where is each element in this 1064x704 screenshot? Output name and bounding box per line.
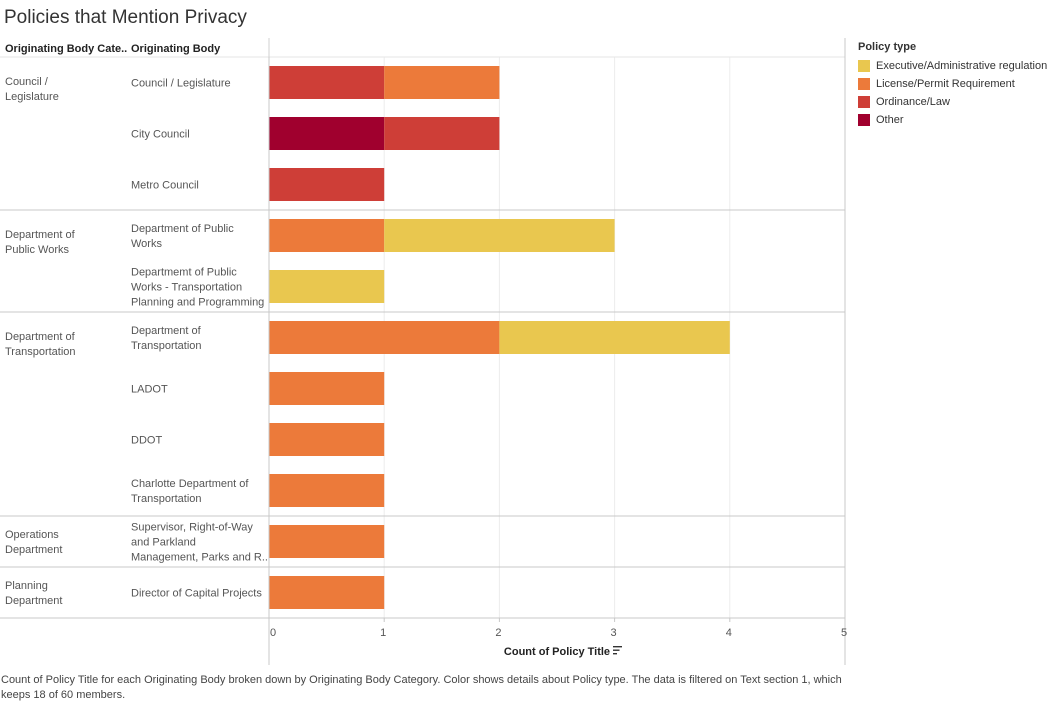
legend-swatch: [858, 60, 870, 72]
body-label-line: Transportation: [131, 493, 202, 505]
legend-swatch: [858, 78, 870, 90]
legend-item[interactable]: Other: [858, 111, 1047, 129]
body-label-line: Departmemt of Public: [131, 267, 237, 279]
legend-label: License/Permit Requirement: [876, 78, 1015, 90]
row-labels: Council / Legislature Council / Legislatur…: [5, 76, 268, 607]
x-axis-title: Count of Policy Title: [504, 646, 610, 658]
bar-segment[interactable]: [269, 372, 385, 405]
legend-swatch: [858, 114, 870, 126]
x-axis: 0 1 2 3 4 5: [268, 38, 847, 665]
legend: Policy type Executive/Administrative reg…: [858, 41, 1047, 129]
body-label[interactable]: DDOT: [131, 435, 162, 447]
bar-segment[interactable]: [269, 270, 385, 303]
body-label-line: Director of Capital Projects: [131, 588, 262, 600]
bar-segment[interactable]: [269, 168, 385, 201]
body-label-line: Supervisor, Right-of-Way: [131, 522, 253, 534]
category-label[interactable]: Department of Transportation: [5, 331, 76, 358]
body-label-line: Works: [131, 238, 162, 250]
x-tick-label: 5: [841, 627, 847, 639]
body-label-line: Department of: [131, 325, 202, 337]
category-column-header[interactable]: Originating Body Cate..: [5, 43, 127, 55]
bar-segment[interactable]: [384, 66, 500, 99]
bar-segment[interactable]: [269, 525, 385, 558]
body-label-line: Planning and Programming: [131, 297, 264, 309]
body-label-line: Transportation: [131, 340, 202, 352]
category-label[interactable]: Planning Department: [5, 580, 62, 607]
x-tick-label: 0: [270, 627, 276, 639]
body-column-header[interactable]: Originating Body: [131, 43, 221, 55]
bars: [269, 66, 730, 609]
row-dividers: [0, 38, 845, 619]
body-label[interactable]: Council / Legislature: [131, 78, 231, 90]
bar-segment[interactable]: [384, 117, 500, 150]
body-label[interactable]: Department of Public Works: [131, 223, 234, 250]
x-tick-label: 4: [726, 627, 732, 639]
legend-item[interactable]: Ordinance/Law: [858, 93, 1047, 111]
bar-segment[interactable]: [269, 576, 385, 609]
bar-segment[interactable]: [269, 423, 385, 456]
x-tick-label: 3: [611, 627, 617, 639]
legend-label: Executive/Administrative regulation: [876, 60, 1048, 72]
body-label-line: Charlotte Department of: [131, 478, 249, 490]
legend-item[interactable]: Executive/Administrative regulation: [858, 57, 1047, 75]
bar-segment[interactable]: [269, 219, 385, 252]
legend-swatch: [858, 96, 870, 108]
body-label-line: LADOT: [131, 384, 168, 396]
legend-item[interactable]: License/Permit Requirement: [858, 75, 1047, 93]
x-tick-label: 2: [495, 627, 501, 639]
chart-title: Policies that Mention Privacy: [4, 7, 247, 28]
body-label[interactable]: Supervisor, Right-of-Way and Parkland Mana…: [131, 522, 268, 564]
body-label[interactable]: Departmemt of Public Works - Transportati…: [131, 267, 264, 309]
category-label[interactable]: Department of Public Works: [5, 229, 76, 256]
body-label[interactable]: Department of Transportation: [131, 325, 202, 352]
body-label-line: Council / Legislature: [131, 78, 231, 90]
bar-segment[interactable]: [269, 474, 385, 507]
body-label-line: and Parkland: [131, 537, 196, 549]
body-label[interactable]: LADOT: [131, 384, 168, 396]
body-label-line: Metro Council: [131, 180, 199, 192]
legend-title: Policy type: [858, 41, 917, 53]
chart-caption: Count of Policy Title for each Originati…: [1, 674, 842, 701]
category-label[interactable]: Council / Legislature: [5, 76, 59, 103]
body-label-line: Department of Public: [131, 223, 234, 235]
body-label-line: DDOT: [131, 435, 162, 447]
bar-segment[interactable]: [269, 66, 385, 99]
body-label[interactable]: City Council: [131, 129, 190, 141]
category-label[interactable]: Operations Department: [5, 529, 62, 556]
bar-segment[interactable]: [269, 321, 500, 354]
legend-label: Other: [876, 114, 904, 126]
bar-segment[interactable]: [499, 321, 730, 354]
bar-segment[interactable]: [384, 219, 615, 252]
body-label[interactable]: Charlotte Department of Transportation: [131, 478, 249, 505]
body-label[interactable]: Metro Council: [131, 180, 199, 192]
body-label[interactable]: Director of Capital Projects: [131, 588, 262, 600]
legend-label: Ordinance/Law: [876, 96, 950, 108]
sort-icon[interactable]: [613, 646, 622, 655]
body-label-line: City Council: [131, 129, 190, 141]
x-tick-label: 1: [380, 627, 386, 639]
bar-segment[interactable]: [269, 117, 385, 150]
body-label-line: Management, Parks and R..: [131, 552, 268, 564]
body-label-line: Works - Transportation: [131, 282, 242, 294]
